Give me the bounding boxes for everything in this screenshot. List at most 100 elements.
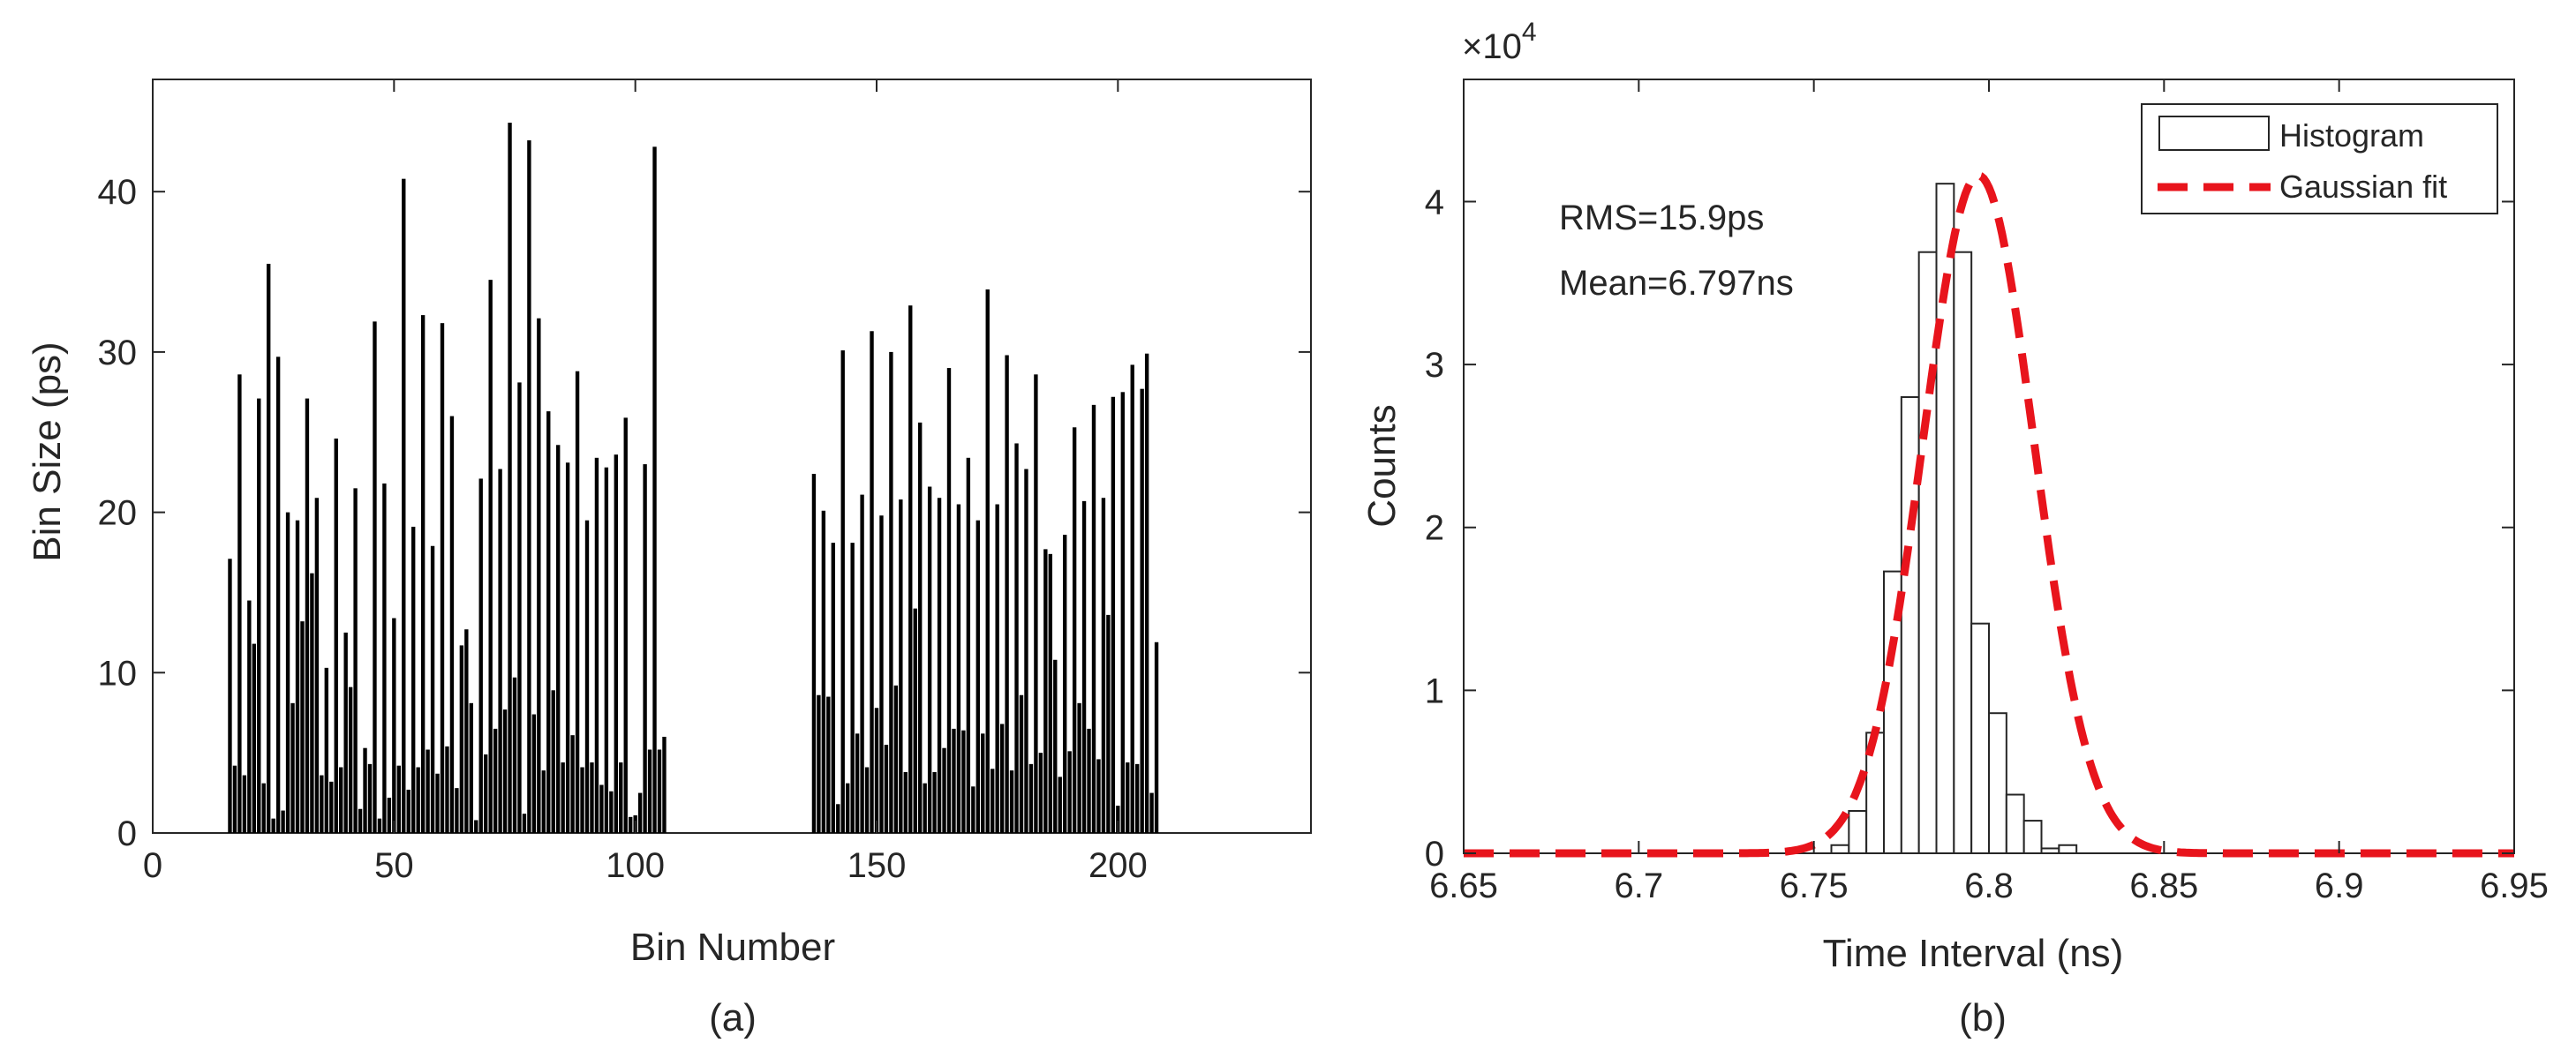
bar (1028, 763, 1034, 833)
x-tick-label: 6.85 (2129, 867, 2198, 905)
bar (662, 736, 667, 833)
legend-gaussian-fit-label: Gaussian fit (2279, 169, 2447, 205)
bar (1048, 553, 1052, 833)
bar (531, 714, 537, 833)
bar (430, 545, 435, 833)
bar (469, 702, 473, 833)
bar (339, 767, 343, 833)
bar (358, 808, 363, 833)
bar (1043, 549, 1048, 833)
bar (879, 515, 884, 833)
panel-a-bar-chart: 0 50 100 150 200 0 10 20 30 40 Bin Number Bin Si… (26, 79, 1312, 1039)
panel-b-histogram-bars (1830, 183, 2078, 855)
bar (590, 762, 594, 833)
bar (285, 512, 290, 833)
bar (942, 747, 946, 833)
bar (1096, 759, 1101, 833)
bar (261, 783, 266, 833)
bar (1130, 364, 1134, 833)
bar (1120, 392, 1125, 833)
bar (464, 629, 469, 833)
bar (237, 374, 242, 833)
bar (455, 788, 459, 833)
bar (913, 608, 917, 833)
bar (946, 368, 952, 833)
bar (565, 462, 570, 833)
bar (619, 762, 623, 833)
bar (416, 767, 420, 833)
bar (1111, 396, 1116, 833)
bar (999, 724, 1005, 833)
bar (923, 783, 927, 833)
bar (517, 382, 522, 833)
bar (952, 728, 956, 833)
histogram-bar (1953, 251, 1973, 854)
bar (1024, 469, 1028, 833)
bar (874, 708, 879, 833)
x-tick-label: 6.75 (1780, 867, 1849, 905)
bar (609, 791, 614, 833)
bar (411, 526, 416, 833)
histogram-bar (2022, 820, 2043, 854)
bar (1126, 762, 1130, 833)
bar (1087, 728, 1091, 833)
annotation-rms: RMS=15.9ps (1559, 199, 1764, 237)
bar (353, 488, 358, 833)
panel-a-bars (228, 123, 1159, 834)
bar (570, 735, 575, 833)
bar (870, 331, 874, 833)
bar (937, 498, 942, 833)
bar (334, 439, 338, 833)
bar (271, 818, 275, 833)
y-tick-label: 40 (98, 173, 138, 212)
panel-a-y-axis-label: Bin Size (ps) (26, 341, 69, 561)
bar (918, 422, 923, 833)
bar (1154, 642, 1159, 833)
bar (498, 469, 502, 833)
bar (584, 520, 590, 833)
bar (884, 745, 889, 833)
bar (1005, 355, 1009, 833)
bar (1072, 427, 1077, 833)
bar (604, 467, 609, 833)
panel-b-y-ticks: 0 1 2 3 4 (1425, 183, 2514, 874)
bar (310, 573, 314, 833)
bar (1014, 443, 1019, 833)
bar (903, 771, 908, 833)
bar (267, 263, 271, 833)
histogram-bar (1848, 809, 1868, 854)
bar (893, 685, 899, 833)
bar (474, 820, 478, 833)
y-tick-label: 1 (1425, 672, 1444, 710)
histogram-bar (1830, 844, 1850, 855)
bar (488, 280, 493, 833)
y-tick-label: 4 (1425, 183, 1444, 221)
bar (1034, 374, 1038, 833)
annotation-mean: Mean=6.797ns (1559, 264, 1794, 303)
bar (247, 600, 252, 833)
panel-a-y-ticks: 0 10 20 30 40 (98, 173, 1311, 853)
bar (1053, 659, 1058, 833)
bar (367, 763, 373, 833)
bar (459, 645, 464, 833)
bar (382, 483, 387, 833)
y-tick-label: 30 (98, 334, 138, 372)
legend: Histogram Gaussian fit (2141, 103, 2498, 214)
bar (228, 559, 232, 833)
bar (956, 504, 961, 833)
bar (396, 765, 401, 833)
bar (281, 810, 285, 833)
bar (1149, 792, 1154, 833)
y-tick-label: 20 (98, 494, 138, 533)
exponent-power: 4 (1522, 18, 1537, 47)
bar (1058, 777, 1062, 833)
bar (478, 478, 483, 833)
bar (242, 775, 247, 833)
x-tick-label: 6.8 (1964, 867, 2014, 905)
bar (275, 356, 281, 833)
bar (377, 818, 382, 833)
legend-histogram-swatch (2158, 116, 2270, 151)
bar (1144, 353, 1149, 833)
